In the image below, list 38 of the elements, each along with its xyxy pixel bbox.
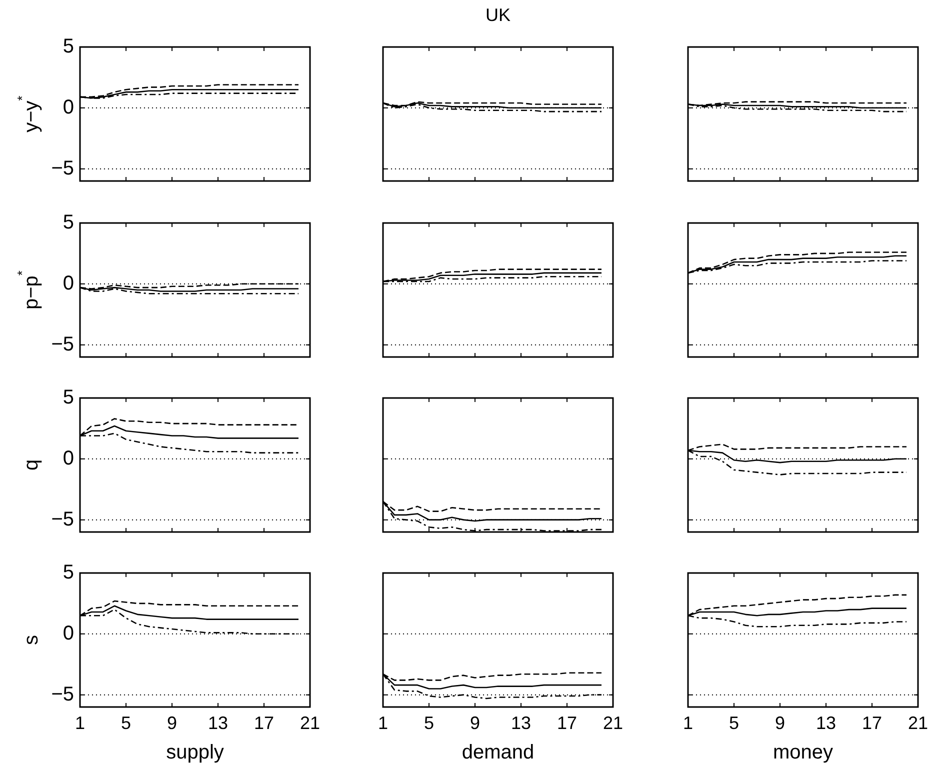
- y-tick-label: −5: [51, 508, 74, 530]
- x-tick-label: 21: [602, 712, 624, 733]
- y-tick-label: 0: [62, 272, 74, 294]
- y-tick-label: −5: [51, 683, 74, 706]
- x-tick-label: 5: [728, 712, 740, 733]
- x-tick-label: 9: [470, 712, 480, 733]
- x-tick-label: 17: [862, 712, 882, 733]
- y-tick-label: 0: [62, 447, 74, 470]
- x-tick-label: 13: [208, 712, 228, 733]
- x-tick-label: 1: [378, 712, 388, 733]
- chart-title: UK: [486, 4, 511, 25]
- y-axis-title: y−y*: [14, 96, 43, 132]
- x-tick-label: 5: [424, 712, 434, 733]
- x-tick-label: 13: [816, 712, 836, 733]
- x-tick-label: 21: [908, 712, 928, 733]
- x-tick-label: 9: [166, 712, 178, 733]
- x-tick-label: 13: [510, 712, 532, 733]
- x-tick-label: 21: [300, 712, 320, 733]
- x-tick-label: 17: [556, 712, 578, 733]
- y-tick-label: −5: [51, 157, 74, 180]
- y-axis-title: q: [20, 459, 43, 471]
- y-tick-label: −5: [51, 333, 74, 356]
- x-tick-label: 1: [74, 712, 86, 733]
- x-tick-label: 9: [774, 712, 786, 733]
- y-axis-title: p−p*: [14, 270, 43, 310]
- x-tick-label: 17: [254, 712, 274, 733]
- x-axis-title: money: [772, 742, 834, 764]
- x-axis-title: demand: [462, 742, 534, 764]
- y-tick-label: 5: [62, 36, 74, 58]
- y-tick-label: 5: [62, 386, 74, 409]
- x-axis-title: supply: [166, 742, 224, 764]
- y-tick-label: 5: [62, 562, 74, 584]
- y-tick-label: 5: [62, 212, 74, 234]
- y-axis-title: s: [20, 635, 43, 645]
- x-tick-label: 1: [682, 712, 694, 733]
- x-tick-label: 5: [120, 712, 132, 733]
- y-tick-label: 0: [62, 96, 74, 118]
- y-tick-label: 0: [62, 622, 74, 644]
